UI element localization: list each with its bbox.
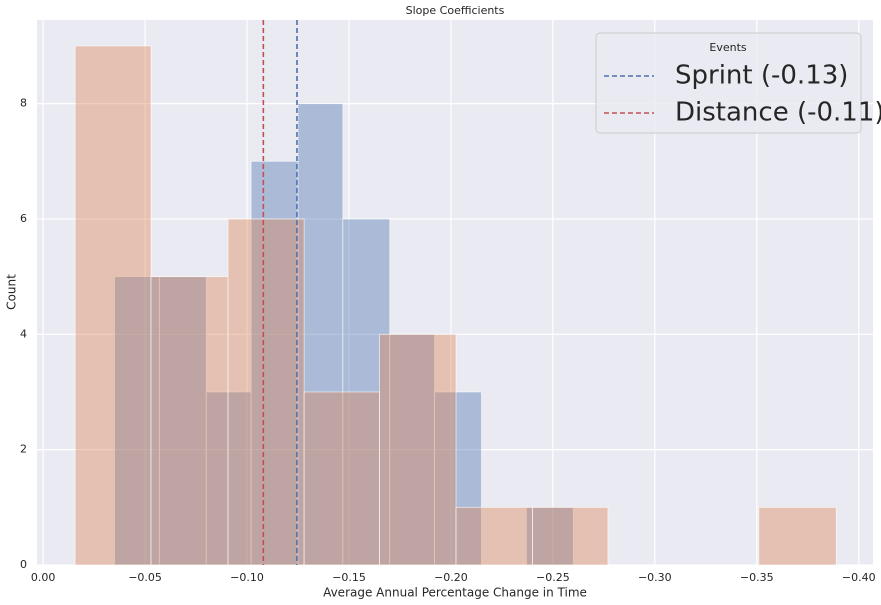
x-tick-label: −0.35 (740, 571, 774, 584)
histogram-bar (150, 276, 229, 566)
y-tick-label: 8 (20, 97, 27, 110)
x-tick-label: −0.30 (638, 571, 672, 584)
x-tick-label: −0.10 (230, 571, 264, 584)
x-tick-label: −0.15 (332, 571, 366, 584)
histogram-bar (227, 218, 305, 566)
x-tick-label: −0.20 (434, 571, 468, 584)
histogram-bar (455, 506, 533, 566)
histogram-bar (250, 160, 299, 566)
x-tick-label: 0.00 (31, 571, 56, 584)
histogram-bar (532, 506, 609, 566)
histogram-bar (379, 333, 457, 566)
legend-box (595, 32, 862, 134)
x-axis-label: Average Annual Percentage Change in Time (323, 586, 587, 600)
y-tick-label: 0 (20, 558, 27, 571)
histogram-bar (758, 506, 837, 566)
y-tick-label: 4 (20, 327, 27, 340)
y-tick-label: 6 (20, 212, 27, 225)
histogram-bar (303, 391, 380, 566)
legend-label: Distance (-0.11) (675, 98, 881, 128)
chart-title: Slope Coefficients (406, 4, 505, 17)
histogram-bar (434, 391, 482, 566)
x-tick-label: −0.25 (536, 571, 570, 584)
y-axis-label: Count (5, 274, 19, 310)
histogram-bar (525, 506, 574, 566)
histogram-bar (158, 276, 207, 566)
y-tick-label: 2 (20, 443, 27, 456)
x-tick-label: −0.05 (128, 571, 162, 584)
legend-label: Sprint (-0.13) (675, 61, 848, 91)
histogram-bar (74, 45, 152, 566)
histogram-bar (205, 391, 252, 566)
legend-title: Events (709, 41, 747, 54)
x-tick-label: −0.40 (842, 571, 876, 584)
histogram-bar (114, 276, 160, 566)
